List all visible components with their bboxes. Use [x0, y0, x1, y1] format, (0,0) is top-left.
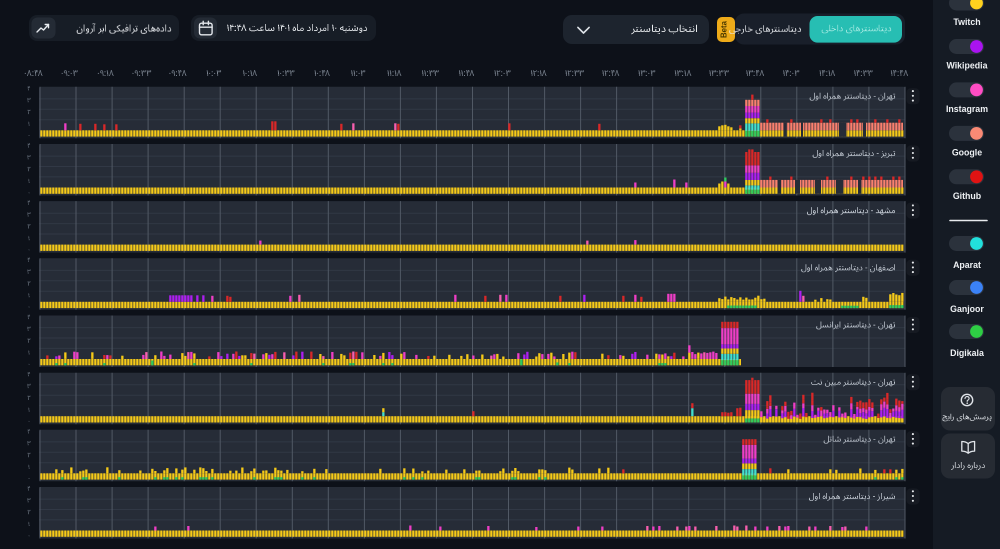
svg-text:Aparat: Aparat [953, 260, 981, 270]
svg-text:Digikala: Digikala [950, 348, 984, 358]
svg-text:Beta: Beta [720, 20, 729, 38]
svg-text:Github: Github [953, 191, 982, 201]
svg-text:Wikipedia: Wikipedia [947, 61, 988, 71]
svg-text:Ganjoor: Ganjoor [950, 304, 984, 314]
svg-text:Twitch: Twitch [953, 17, 980, 27]
svg-text:Instagram: Instagram [946, 104, 988, 114]
svg-text:Google: Google [952, 148, 982, 158]
